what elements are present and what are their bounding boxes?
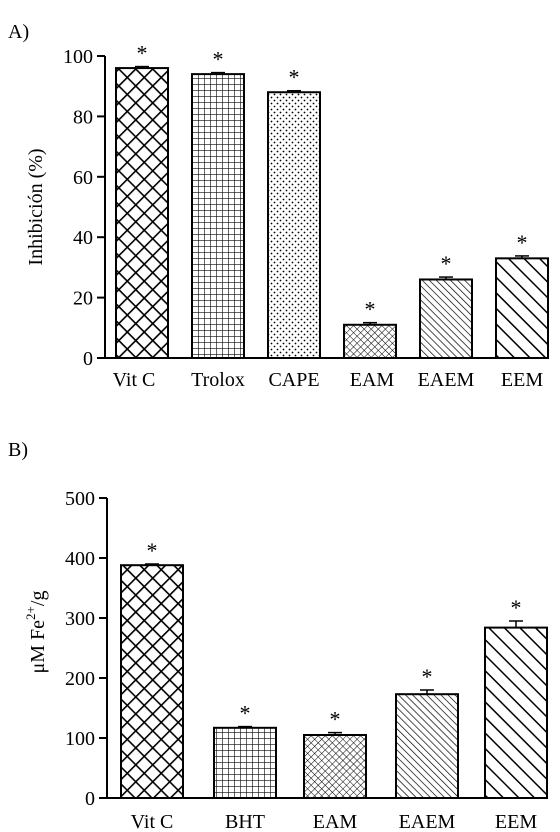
panel-b-y-tick-label: 200 <box>65 668 95 690</box>
panel-a-y-axis-label: Inhibición (%) <box>25 148 47 265</box>
panel-b-plot: 0 100 200 300 400 500 * Vit C * BHT * EAM * EAEM * EEM <box>65 488 548 832</box>
panel-b-significance-mark: * <box>147 538 158 563</box>
panel-a-y-tick-label: 80 <box>73 106 93 128</box>
panel-a-label: A) <box>8 21 29 43</box>
panel-a-significance-mark: * <box>213 47 224 72</box>
panel-b-y-tick-label: 400 <box>65 548 95 570</box>
panel-a-significance-mark: * <box>441 251 452 276</box>
panel-b-category-label: EEM <box>495 811 537 832</box>
panel-b-ylabel-sup: 2+ <box>23 606 38 620</box>
panel-a-category-label: EEM <box>501 369 543 391</box>
panel-b-bar-vit-c <box>120 564 184 800</box>
panel-a-significance-mark: * <box>365 297 376 322</box>
panel-b-significance-mark: * <box>240 701 251 726</box>
panel-a-plot: 0 20 40 60 80 100 * Vit C * Trolox * CAPE * EAM * EAEM *… <box>63 41 549 391</box>
panel-b-bar-eem <box>484 626 548 799</box>
panel-a-bar-trolox <box>191 73 245 360</box>
panel-b-category-label: EAEM <box>399 811 456 832</box>
panel-a-y-tick-label: 40 <box>73 227 93 249</box>
panel-a-y-tick-label: 0 <box>83 348 93 370</box>
panel-b-category-label: BHT <box>225 811 265 832</box>
chart-panel-b: B) μM Fe2+/g 0 100 200 300 400 500 * Vit C * BHT *… <box>8 439 548 832</box>
panel-a-category-label: EAM <box>350 369 395 391</box>
panel-b-y-tick-label: 500 <box>65 488 95 510</box>
panel-a-y-tick-label: 60 <box>73 167 93 189</box>
panel-b-bar-eam <box>303 734 367 799</box>
panel-b-y-tick-label: 0 <box>85 788 95 810</box>
panel-b-bar-bht <box>213 726 277 799</box>
panel-a-category-label: Trolox <box>191 369 245 391</box>
panel-a-category-label: Vit C <box>113 369 156 391</box>
panel-b-significance-mark: * <box>511 595 522 620</box>
panel-b-y-tick-label: 300 <box>65 608 95 630</box>
panel-a-category-label: CAPE <box>268 369 319 391</box>
panel-a-bar-eam <box>343 323 397 359</box>
panel-a-category-label: EAEM <box>418 369 475 391</box>
panel-b-category-label: EAM <box>313 811 358 832</box>
panel-b-category-label: Vit C <box>131 811 174 832</box>
panel-a-y-tick-label: 20 <box>73 288 93 310</box>
panel-b-y-tick-label: 100 <box>65 728 95 750</box>
panel-b-ylabel-base: μM Fe <box>27 620 49 674</box>
panel-a-significance-mark: * <box>137 41 148 66</box>
panel-b-label: B) <box>8 439 28 461</box>
panel-a-bar-vit-c <box>115 67 169 360</box>
panel-b-significance-mark: * <box>330 707 341 732</box>
panel-a-bar-cape <box>267 91 321 360</box>
panel-b-bar-eaem <box>395 693 459 800</box>
panel-b-ylabel-tail: /g <box>27 591 49 607</box>
chart-panel-a: A) Inhibición (%) 0 20 40 60 80 100 * Vit C * Tro… <box>8 21 549 391</box>
panel-a-bar-eaem <box>419 278 473 360</box>
panel-a-y-tick-label: 100 <box>63 46 93 68</box>
panel-a-bar-eem <box>495 257 549 359</box>
panel-b-significance-mark: * <box>422 664 433 689</box>
panel-b-y-axis-label: μM Fe2+/g <box>23 591 49 674</box>
panel-a-significance-mark: * <box>289 65 300 90</box>
panel-a-significance-mark: * <box>517 230 528 255</box>
